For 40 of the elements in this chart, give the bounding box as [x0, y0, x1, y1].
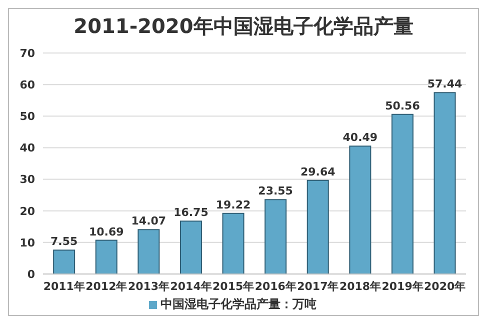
- x-tick-label: 2016年: [254, 280, 296, 293]
- bar: [264, 199, 287, 274]
- y-tick-label: 40: [20, 142, 36, 155]
- bar: [306, 180, 329, 274]
- x-tick-label: 2014年: [170, 280, 212, 293]
- x-tick-label: 2018年: [339, 280, 382, 293]
- data-label: 16.75: [174, 206, 208, 220]
- data-label: 7.55: [50, 235, 78, 248]
- data-label: 57.44: [427, 78, 463, 91]
- bar: [138, 229, 160, 274]
- data-label: 10.69: [88, 225, 124, 238]
- x-tick-label: 2019年: [382, 280, 424, 293]
- data-label: 50.56: [385, 99, 420, 112]
- chart-title: 2011-2020年中国湿电子化学品产量: [72, 13, 414, 40]
- bar: [434, 92, 456, 274]
- bar: [349, 146, 372, 274]
- bar: [95, 240, 118, 274]
- x-tick-label: 2020年: [424, 280, 466, 293]
- data-label: 14.07: [131, 214, 166, 228]
- y-tick-label: 20: [20, 204, 36, 218]
- x-tick-label: 2015年: [212, 280, 254, 293]
- x-tick-label: 2012年: [86, 280, 128, 293]
- bar: [180, 220, 202, 274]
- data-label: 19.22: [216, 198, 251, 212]
- data-label: 29.64: [300, 165, 336, 178]
- x-tick-label: 2013年: [128, 280, 170, 293]
- bar: [53, 250, 76, 274]
- data-label: 23.55: [258, 184, 293, 198]
- y-tick-label: 50: [20, 110, 36, 124]
- x-tick-label: 2017年: [297, 280, 339, 293]
- y-tick-label: 70: [20, 46, 36, 60]
- x-tick-label: 2011年: [43, 280, 85, 293]
- y-tick-label: 60: [20, 78, 36, 92]
- y-tick-label: 30: [20, 173, 36, 186]
- bar: [391, 114, 414, 274]
- legend-label: 中国湿电子化学品产量：万吨: [160, 297, 316, 311]
- data-label: 40.49: [342, 131, 378, 144]
- bar: [222, 212, 244, 274]
- y-tick-label: 0: [27, 268, 36, 281]
- y-tick-label: 10: [20, 236, 36, 250]
